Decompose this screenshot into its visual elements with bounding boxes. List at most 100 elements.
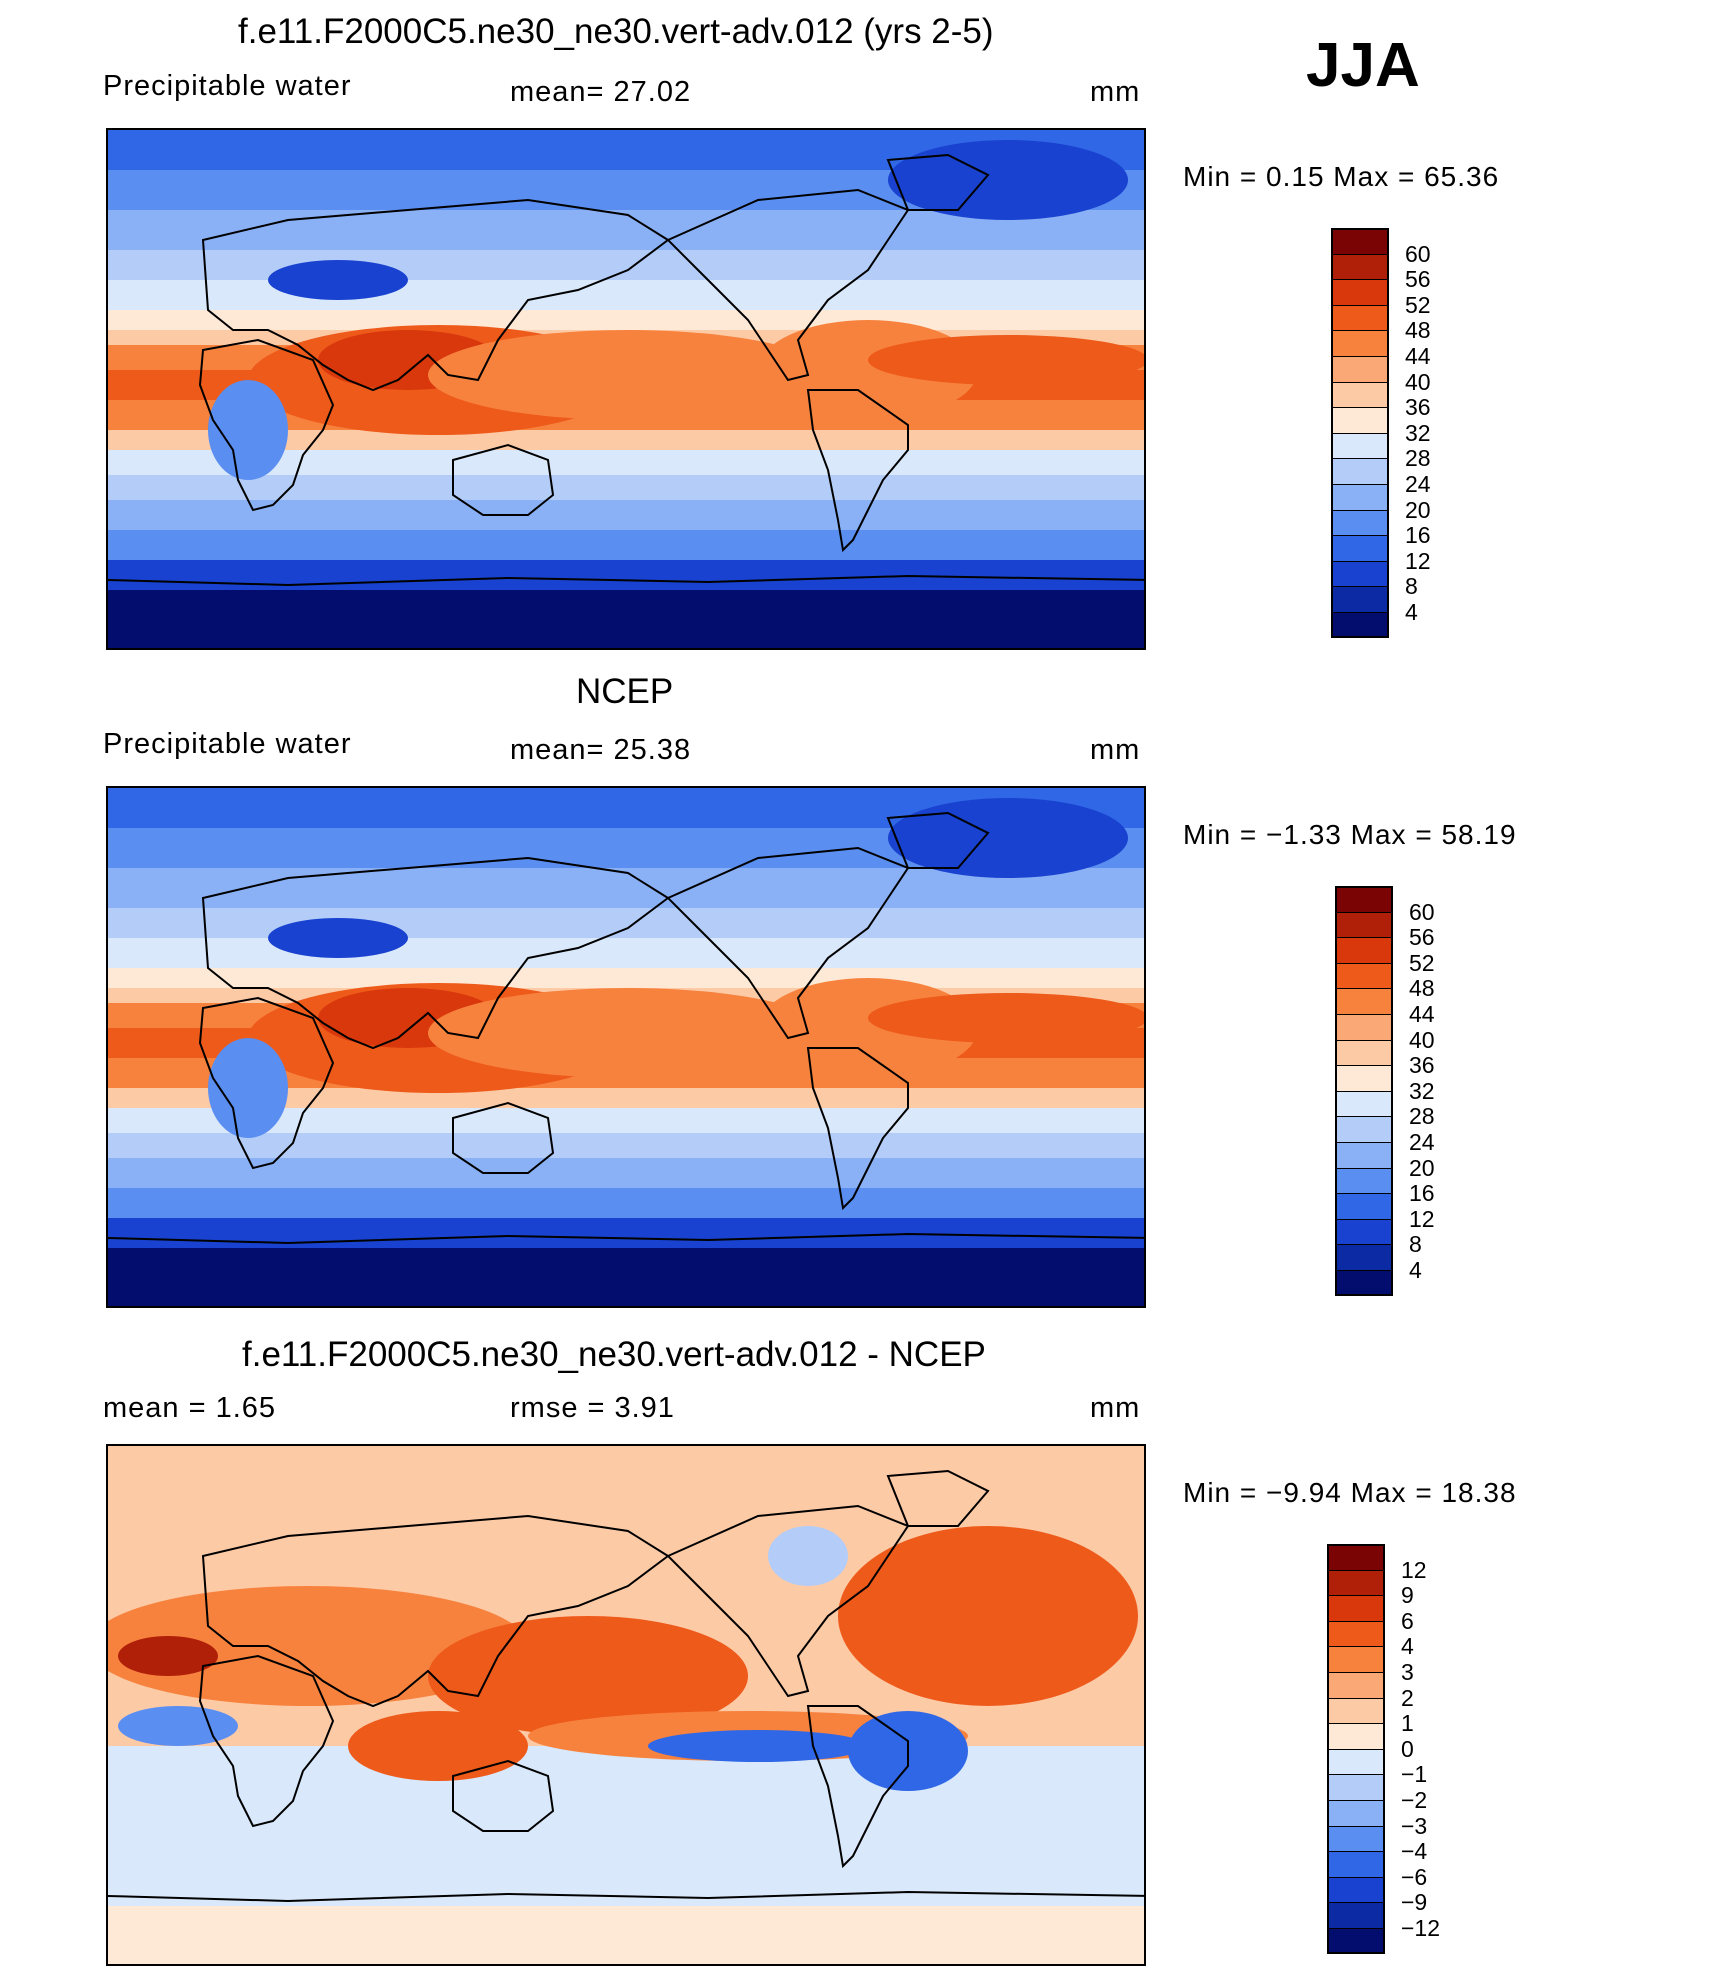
colorbar-label: 56 [1405,266,1431,293]
colorbar-swatch [1331,458,1389,484]
coastlines [108,811,1144,1245]
colorbar-swatch [1327,1825,1385,1852]
colorbar-label: 40 [1405,368,1431,395]
colorbar-frame [1327,1544,1385,1954]
field-blob [118,1636,218,1676]
colorbar-label: 40 [1409,1026,1435,1053]
colorbar-label: 0 [1401,1735,1414,1762]
colorbar-label: 9 [1401,1582,1414,1609]
field-band [108,500,1144,530]
field-blob [868,335,1144,385]
field-band [108,280,1144,310]
colorbar-label: −1 [1401,1761,1428,1788]
field-band [108,1158,1144,1188]
field-blob [838,1526,1138,1706]
colorbar-swatch [1327,1928,1385,1954]
colorbar-label: 28 [1409,1103,1435,1130]
colorbar-label: 1 [1401,1710,1414,1737]
colorbar-swatch [1327,1595,1385,1621]
colorbar-swatch [1327,1902,1385,1928]
field-blob [348,1711,528,1781]
colorbar-label: 56 [1409,924,1435,951]
coastline [666,188,910,382]
colorbar-label: −3 [1401,1812,1428,1839]
coastline [806,1705,909,1869]
field-blob [268,260,408,300]
colorbar-swatch [1331,432,1389,459]
field-blob [428,988,828,1078]
colorbar-label: 12 [1405,547,1431,574]
field-band [108,968,1144,988]
field-blob [208,380,288,480]
field-band [108,1746,1144,1926]
colorbar-swatch [1331,304,1389,331]
panel-title: NCEP [576,672,674,711]
panel-title: f.e11.F2000C5.ne30_ne30.vert-adv.012 (yr… [238,12,994,51]
field-band [108,1133,1144,1158]
colorbar-swatch [1335,1039,1393,1066]
coastline [201,856,670,1050]
colorbar-swatch [1327,1748,1385,1775]
colorbar-swatch [1331,535,1389,561]
min-max-label: Min = −9.94 Max = 18.38 [1183,1477,1517,1508]
colorbar-swatch [1327,1569,1385,1596]
colorbar-label: −4 [1401,1838,1428,1865]
field-band [108,938,1144,968]
map-field [108,788,1144,1306]
field-band [108,590,1144,648]
field-blob [868,993,1144,1043]
colorbar-label: −9 [1401,1889,1428,1916]
field-band [108,530,1144,560]
colorbar-swatch [1335,1167,1393,1194]
colorbar-swatch [1327,1672,1385,1698]
colorbar-swatch [1331,509,1389,536]
colorbar-swatch [1327,1723,1385,1749]
colorbar-swatch [1335,937,1393,963]
field-band [108,475,1144,500]
colorbar-swatch [1335,1116,1393,1142]
map-panel-diff [106,1444,1146,1966]
coastline [666,846,910,1040]
field-band [108,1218,1144,1248]
field-blob [268,918,408,958]
coastline [886,153,990,211]
colorbar-swatch [1327,1646,1385,1672]
map-field [108,130,1144,648]
colorbar-label: −2 [1401,1787,1428,1813]
colorbar-label: 8 [1405,573,1418,600]
colorbar-label: 28 [1405,445,1431,472]
colorbar-label: 36 [1405,394,1431,421]
field-blob [208,1038,288,1138]
colorbar-label: 48 [1405,317,1431,344]
colorbar-label: 8 [1409,1231,1422,1258]
season-label: JJA [1306,31,1420,100]
field-band [108,1088,1144,1108]
colorbar-label: 4 [1405,599,1418,625]
colorbar-swatch [1335,962,1393,989]
colorbar-label: 44 [1409,1001,1435,1027]
colorbar-swatch [1327,1851,1385,1877]
coastline [198,996,335,1170]
colorbar-swatch [1335,1142,1393,1168]
coastline [201,198,670,392]
field-blob [428,1616,748,1736]
colorbar-label: 20 [1405,496,1431,523]
colorbar-label: 3 [1401,1659,1414,1685]
coastline [886,811,990,869]
colorbar-swatch [1331,381,1389,408]
colorbar-label: −6 [1401,1863,1428,1890]
colorbar-label: 36 [1409,1052,1435,1079]
colorbar-swatch [1327,1876,1385,1903]
panel-title: f.e11.F2000C5.ne30_ne30.vert-adv.012 - N… [242,1335,986,1374]
colorbar-label: 32 [1409,1077,1435,1104]
colorbar-swatch [1335,1218,1393,1245]
coastline [806,389,909,553]
field-blob [888,140,1128,220]
coastline [108,1890,1144,1903]
mean-label: mean = 1.65 [103,1392,277,1424]
coastline [108,574,1144,587]
field-blob [118,1706,238,1746]
field-band [108,1906,1144,1964]
field-band [108,1188,1144,1218]
units-label: mm [1090,1392,1141,1424]
